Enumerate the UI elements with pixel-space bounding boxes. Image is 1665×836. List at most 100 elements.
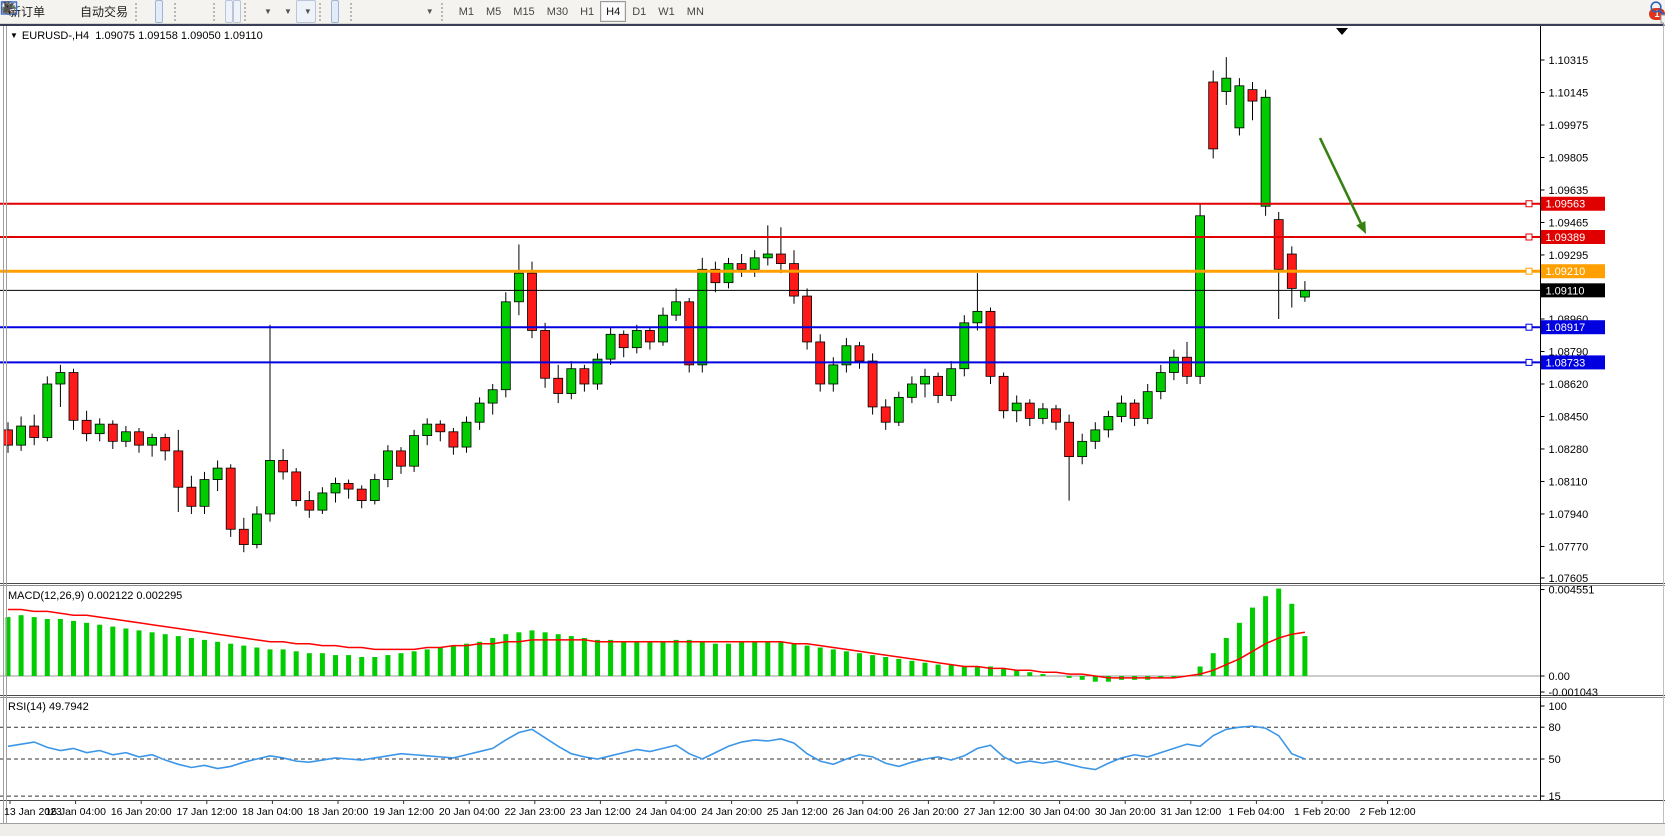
timeframe-mn-button[interactable]: MN xyxy=(686,5,704,18)
macd-values: 0.002122 0.002295 xyxy=(87,590,183,602)
fibonacci-tool-button[interactable]: F xyxy=(2,0,402,23)
vertical-line-tool-button[interactable] xyxy=(5,0,370,23)
line-chart-button[interactable] xyxy=(1,0,171,23)
svg-text:0.00: 0.00 xyxy=(1549,671,1570,683)
templates-button[interactable]: ▼ xyxy=(0,0,316,23)
chevron-down-icon: ▼ xyxy=(264,7,272,16)
macd-name: MACD(12,26,9) xyxy=(8,590,85,602)
candlestick-chart-button[interactable] xyxy=(2,0,164,23)
svg-text:18 Jan 04:00: 18 Jan 04:00 xyxy=(242,806,303,818)
svg-text:2 Feb 12:00: 2 Feb 12:00 xyxy=(1360,806,1416,818)
svg-text:1.10315: 1.10315 xyxy=(1549,55,1589,67)
rsi-value: 49.7942 xyxy=(48,701,89,713)
svg-text:1.09975: 1.09975 xyxy=(1549,120,1589,132)
chart-title-symbol: EURUSD-,H4 xyxy=(21,30,90,42)
timeframe-m30-button[interactable]: M30 xyxy=(546,5,569,18)
svg-text:25 Jan 12:00: 25 Jan 12:00 xyxy=(767,806,828,818)
svg-text:1.09389: 1.09389 xyxy=(1546,232,1586,244)
chart-title: ▼ EURUSD-,H4 1.09075 1.09158 1.09050 1.09… xyxy=(10,30,263,42)
horizontal-line-tool-button[interactable] xyxy=(2,0,378,23)
macd-axis: 0.004551 0.00 -0.001043 xyxy=(1540,585,1598,699)
candles xyxy=(3,57,1310,553)
svg-text:13 Jan 2023: 13 Jan 2023 xyxy=(4,806,62,818)
svg-text:23 Jan 12:00: 23 Jan 12:00 xyxy=(570,806,631,818)
zoom-out-button[interactable] xyxy=(1,0,202,23)
svg-text:0.004551: 0.004551 xyxy=(1549,585,1595,597)
svg-text:1.08917: 1.08917 xyxy=(1546,322,1586,334)
svg-text:1.09805: 1.09805 xyxy=(1549,152,1589,164)
svg-text:T: T xyxy=(6,4,12,15)
arrows-tool-button[interactable]: ▼ xyxy=(3,0,438,23)
chart-shift-button[interactable] xyxy=(1,0,242,23)
macd-indicator-label: MACD(12,26,9) 0.002122 0.002295 xyxy=(8,590,182,602)
toolbar-grip xyxy=(213,2,222,21)
horizontal-line-objects[interactable] xyxy=(0,200,1541,366)
cursor-tool-button[interactable] xyxy=(4,0,339,23)
svg-text:16 Jan 04:00: 16 Jan 04:00 xyxy=(45,806,106,818)
timeframe-w1-button[interactable]: W1 xyxy=(658,5,675,18)
svg-text:15: 15 xyxy=(1549,791,1561,803)
signal-button[interactable] xyxy=(1,0,73,23)
svg-text:1.09635: 1.09635 xyxy=(1549,185,1589,197)
new-order-label: 新订单 xyxy=(9,5,46,19)
zoom-in-button[interactable] xyxy=(1,0,194,23)
periods-button[interactable]: ▼ xyxy=(1,0,296,23)
timeframe-m15-button[interactable]: M15 xyxy=(513,5,535,18)
chart-top-marker-icon xyxy=(1336,28,1348,35)
chart-menu-triangle-icon[interactable]: ▼ xyxy=(10,31,18,40)
svg-text:1.08110: 1.08110 xyxy=(1549,476,1588,488)
svg-text:1 Feb 20:00: 1 Feb 20:00 xyxy=(1294,806,1350,818)
timeframe-h1-button[interactable]: H1 xyxy=(580,5,595,18)
timeframe-m1-button[interactable]: M1 xyxy=(458,5,474,18)
svg-text:A: A xyxy=(3,1,11,15)
rsi-indicator-label: RSI(14) 49.7942 xyxy=(8,701,89,713)
svg-text:16 Jan 20:00: 16 Jan 20:00 xyxy=(111,806,172,818)
toolbar-grip xyxy=(135,2,144,21)
toolbar-grip xyxy=(174,2,183,21)
trend-arrow-object[interactable] xyxy=(1318,137,1366,234)
crosshair-tool-button[interactable] xyxy=(1,0,347,23)
svg-text:24 Jan 04:00: 24 Jan 04:00 xyxy=(636,806,697,818)
price-axis[interactable]: 1.10315 1.10145 1.09975 1.09805 1.09635 1.094… xyxy=(1540,55,1606,585)
toolbar-grip xyxy=(440,2,450,21)
svg-text:18 Jan 20:00: 18 Jan 20:00 xyxy=(308,806,369,818)
rsi-name: RSI(14) xyxy=(8,701,46,713)
profile-button[interactable] xyxy=(1,0,65,23)
svg-text:100: 100 xyxy=(1549,701,1567,713)
text-label-tool-button[interactable]: T xyxy=(2,0,418,23)
svg-text:24 Jan 20:00: 24 Jan 20:00 xyxy=(701,806,762,818)
autotrade-button[interactable]: 自动交易 xyxy=(1,0,132,23)
svg-text:22 Jan 23:00: 22 Jan 23:00 xyxy=(504,806,565,818)
main-toolbar: 新订单 自动交易 xyxy=(0,0,1665,28)
svg-text:17 Jan 12:00: 17 Jan 12:00 xyxy=(176,806,237,818)
equidistant-channel-tool-button[interactable]: E xyxy=(1,0,394,23)
chart-title-ohlc: 1.09075 1.09158 1.09050 1.09110 xyxy=(95,30,263,42)
auto-scroll-button[interactable] xyxy=(1,0,234,23)
chevron-down-icon: ▼ xyxy=(425,7,434,16)
toolbar-grip xyxy=(244,2,253,21)
timeframe-d1-button[interactable]: D1 xyxy=(632,5,647,18)
timeframe-m5-button[interactable]: M5 xyxy=(486,5,502,18)
market-watch-button[interactable] xyxy=(1,0,57,23)
indicators-button[interactable]: ▼ xyxy=(1,0,276,23)
rsi-pane xyxy=(0,725,1541,797)
svg-text:31 Jan 12:00: 31 Jan 12:00 xyxy=(1160,806,1221,818)
bar-chart-button[interactable] xyxy=(3,0,155,23)
svg-text:1 Feb 04:00: 1 Feb 04:00 xyxy=(1228,806,1284,818)
toolbar-grip xyxy=(349,2,359,21)
svg-text:27 Jan 12:00: 27 Jan 12:00 xyxy=(964,806,1025,818)
svg-text:30 Jan 04:00: 30 Jan 04:00 xyxy=(1029,806,1090,818)
tile-windows-button[interactable] xyxy=(2,0,210,23)
svg-text:1.09295: 1.09295 xyxy=(1549,250,1589,262)
timeframe-h4-button[interactable]: H4 xyxy=(600,1,627,22)
trendline-tool-button[interactable] xyxy=(2,0,386,23)
text-tool-button[interactable]: A xyxy=(3,0,410,23)
svg-text:80: 80 xyxy=(1549,722,1561,734)
svg-text:1.09563: 1.09563 xyxy=(1546,199,1586,211)
svg-text:1.07940: 1.07940 xyxy=(1549,509,1589,521)
svg-text:26 Jan 04:00: 26 Jan 04:00 xyxy=(832,806,893,818)
svg-text:1.08450: 1.08450 xyxy=(1549,411,1589,423)
